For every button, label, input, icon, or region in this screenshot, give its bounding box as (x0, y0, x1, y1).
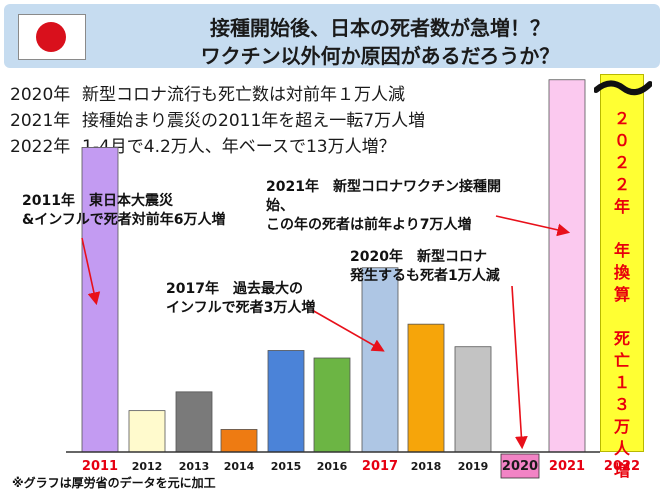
arrow-2011 (81, 237, 101, 306)
x-tick-2017: 2017 (362, 459, 398, 474)
annotation-2017-line1: 2017年 過去最大の (166, 281, 303, 297)
x-tick-2022: 2022 (604, 459, 640, 474)
annotation-2017: 2017年 過去最大の インフルで死者3万人増 (166, 280, 315, 318)
x-tick-2014: 2014 (224, 460, 255, 473)
bar-2018 (407, 323, 445, 453)
bar-2020-marker (500, 453, 540, 479)
x-tick-2021: 2021 (549, 459, 585, 474)
title-banner: 接種開始後、日本の死者数が急増！？ ワクチン以外何か原因があるだろうか？ (4, 4, 660, 68)
bar-2019 (454, 346, 492, 453)
x-tick-2020: 2020 (502, 459, 538, 474)
annotation-2011: 2011年 東日本大震災 &インフルで死者対前年6万人増 (22, 192, 226, 230)
annotation-2020-line1: 2020年 新型コロナ (350, 249, 487, 265)
annotation-2017-line2: インフルで死者3万人増 (166, 300, 316, 316)
x-tick-2011: 2011 (82, 459, 118, 474)
annotation-2020-line2: 発生するも死者1万人減 (350, 268, 500, 284)
bar-2017 (361, 267, 399, 453)
source-footnote: ※グラフは厚労省のデータを元に加工 (12, 476, 216, 490)
intro-year: 2021年 (10, 111, 71, 131)
bar-2015 (267, 350, 305, 453)
x-tick-2012: 2012 (132, 460, 163, 473)
annotation-2011-line2: &インフルで死者対前年6万人増 (22, 212, 226, 228)
x-tick-2015: 2015 (271, 460, 302, 473)
annotation-2021-line1: 2021年 新型コロナワクチン接種開 (266, 179, 501, 195)
break-mark-icon (594, 80, 652, 96)
arrow-2017 (311, 309, 385, 352)
intro-line-2020: 2020年 新型コロナ流行も死亡数は対前年１万人減 (10, 80, 405, 105)
title-line-2: ワクチン以外何か原因があるだろうか？ (200, 44, 560, 68)
x-tick-2018: 2018 (411, 460, 442, 473)
arrow-2020 (511, 285, 528, 450)
arrow-2021 (495, 215, 571, 237)
annotation-2020: 2020年 新型コロナ 発生するも死者1万人減 (350, 248, 500, 286)
bar-2013 (175, 391, 213, 453)
x-tick-2016: 2016 (317, 460, 348, 473)
intro-text: 1-4月で4.2万人、年ベースで13万人増？ (82, 137, 396, 157)
bar-2014 (220, 429, 258, 453)
annotation-2021-line3: この年の死者は前年より7万人増 (266, 217, 472, 233)
intro-line-2021: 2021年 接種始まり震災の2011年を超え一転7万人増 (10, 106, 425, 131)
title-line-1: 接種開始後、日本の死者数が急増！？ (210, 16, 550, 40)
bar-2021 (548, 79, 586, 453)
x-tick-2013: 2013 (179, 460, 210, 473)
annotation-2011-line1: 2011年 東日本大震災 (22, 193, 173, 209)
intro-year: 2022年 (10, 137, 71, 157)
intro-text: 新型コロナ流行も死亡数は対前年１万人減 (82, 85, 405, 105)
bar-2022-column (600, 74, 644, 452)
x-tick-2019: 2019 (458, 460, 489, 473)
intro-line-2022: 2022年 1-4月で4.2万人、年ベースで13万人増？ (10, 132, 396, 157)
bar-2012 (128, 410, 166, 453)
japan-flag-icon (18, 14, 86, 60)
annotation-2021: 2021年 新型コロナワクチン接種開 始、 この年の死者は前年より7万人増 (266, 178, 501, 235)
intro-year: 2020年 (10, 85, 71, 105)
bar-2016 (313, 357, 351, 453)
bar-2022-note: ２ ０ ２ ２ 年 年 換 算 死 亡 １ ３ 万 人 増 (613, 109, 630, 480)
flag-sun (36, 22, 66, 52)
intro-text: 接種始まり震災の2011年を超え一転7万人増 (82, 111, 426, 131)
annotation-2021-line2: 始、 (266, 198, 294, 214)
